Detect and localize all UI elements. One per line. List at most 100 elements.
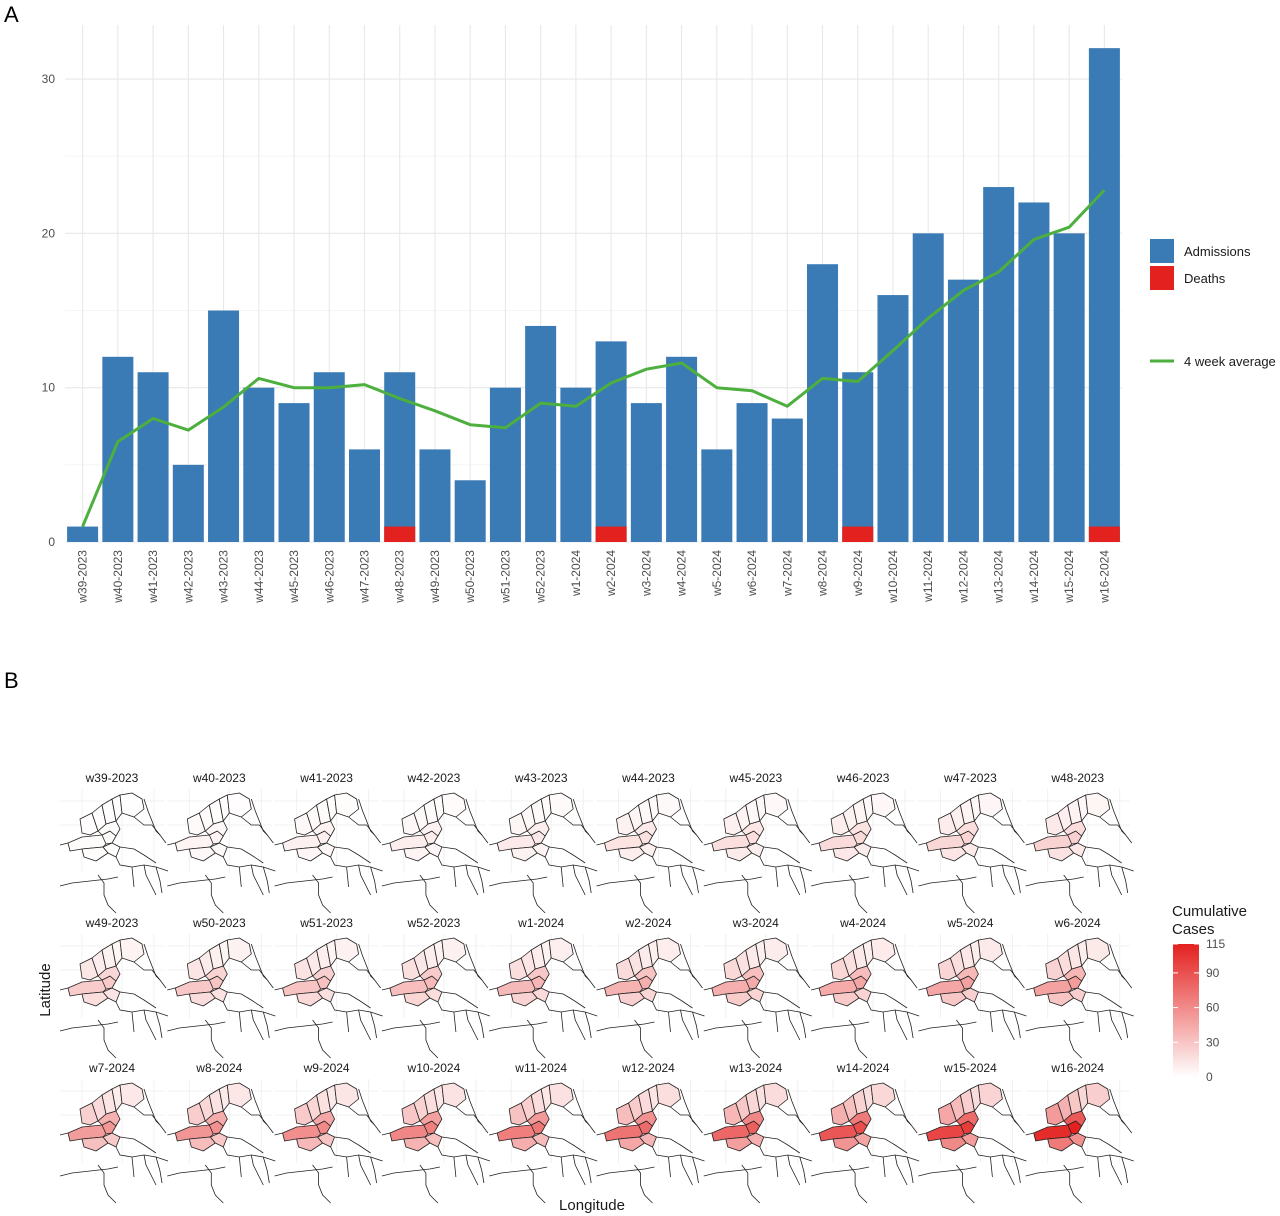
region-south-center [961,1132,979,1148]
region-northeast-lobe [870,1082,896,1108]
map-boundary-line [241,961,274,989]
facet-title: w42-2023 [407,771,461,785]
facet-title: w52-2023 [407,916,461,930]
map-boundary-line [312,874,331,914]
map-boundary-line [596,842,605,846]
panel-a-label: A [4,2,19,27]
facet-title: w51-2023 [299,916,353,930]
map-boundary-line [59,1021,119,1032]
facet-map-shapes [381,792,491,914]
facet-map: w4-2024 [811,916,920,1059]
x-tick-label: w16-2024 [1097,550,1111,604]
map-boundary-line [703,1166,762,1177]
region-south-center [102,987,121,1003]
facet-map: w12-2024 [596,1061,705,1204]
map-boundary-line [167,987,176,991]
facet-title: w46-2023 [836,771,890,785]
x-tick-label: w48-2023 [393,550,407,604]
map-boundary-line [680,1088,697,1126]
facet-map: w48-2023 [1025,771,1134,914]
map-boundary-line [465,798,483,836]
region-south-center [639,842,657,858]
map-boundary-line [584,866,592,894]
map-boundary-line [787,943,805,981]
map-boundary-line [741,874,761,914]
bar-admissions [172,464,204,542]
map-boundary-line [59,842,69,846]
x-tick-label: w50-2023 [463,550,477,604]
map-boundary-line [918,876,977,887]
bar-admissions [666,356,698,542]
map-boundary-line [560,1011,564,1033]
map-boundary-line [544,1146,598,1162]
region-south-center [209,1132,228,1148]
map-boundary-line [787,1154,801,1186]
region-northeast-lobe [656,792,681,818]
region-south-center [209,987,228,1003]
map-boundary-line [1099,816,1133,844]
map-boundary-line [330,1146,383,1162]
map-boundary-line [155,866,163,894]
map-boundary-line [97,874,117,914]
map-boundary-line [1085,1136,1122,1154]
map-boundary-line [1002,943,1019,981]
map-boundary-line [894,1088,912,1126]
map-boundary-line [358,943,375,981]
map-boundary-line [1002,798,1019,836]
region-southwest [403,846,431,862]
map-boundary-line [1109,1009,1123,1041]
region-southwest [296,991,324,1007]
facet-title: w48-2023 [1050,771,1104,785]
map-boundary-line [1014,1011,1021,1039]
region-southwest [940,846,967,862]
map-boundary-line [370,1156,377,1184]
region-south-center [1068,987,1087,1003]
region-northeast-lobe [334,937,360,963]
facet-map: w2-2024 [596,916,705,1059]
bar-admissions [419,449,451,542]
map-boundary-line [1025,876,1084,887]
map-boundary-line [167,1021,226,1032]
region-south-center [209,842,228,858]
facet-map: w7-2024 [59,1061,169,1204]
map-boundary-line [155,1011,163,1039]
legend-label-deaths: Deaths [1184,271,1226,286]
facet-map-shapes [1025,937,1134,1059]
region-southwest [403,1136,431,1152]
map-boundary-line [572,1009,586,1041]
map-boundary-line [437,856,491,872]
map-boundary-line [703,987,712,991]
map-boundary-line [1025,1166,1084,1177]
map-boundary-line [974,856,1027,872]
bar-admissions [701,449,733,542]
facet-map-shapes [811,1082,920,1204]
map-boundary-line [526,874,546,914]
map-boundary-line [866,856,920,872]
facet-title: w3-2024 [732,916,779,930]
map-boundary-line [652,856,705,872]
map-boundary-line [119,1136,157,1154]
facet-map: w13-2024 [703,1061,812,1204]
map-boundary-line [811,876,870,887]
facet-map: w11-2024 [489,1061,598,1204]
map-boundary-line [866,1146,920,1162]
legend-swatch-admissions [1150,239,1174,263]
map-boundary-line [680,943,697,981]
map-boundary-line [274,987,283,991]
facet-map-shapes [489,792,598,914]
map-boundary-line [1085,846,1122,864]
bar-admissions [947,279,979,542]
map-boundary-line [670,961,703,989]
map-boundary-line [741,1019,761,1059]
facet-map: w51-2023 [274,916,383,1059]
map-boundary-line [465,943,483,981]
region-southwest [403,991,431,1007]
map-boundary-line [811,987,820,991]
region-northeast-lobe [656,1082,681,1108]
facet-title: w10-2024 [407,1061,461,1075]
map-boundary-line [894,864,908,896]
region-southwest [832,1136,860,1152]
map-boundary-line [250,1088,268,1126]
y-tick-label: 0 [48,535,55,549]
map-boundary-line [1002,1154,1015,1186]
